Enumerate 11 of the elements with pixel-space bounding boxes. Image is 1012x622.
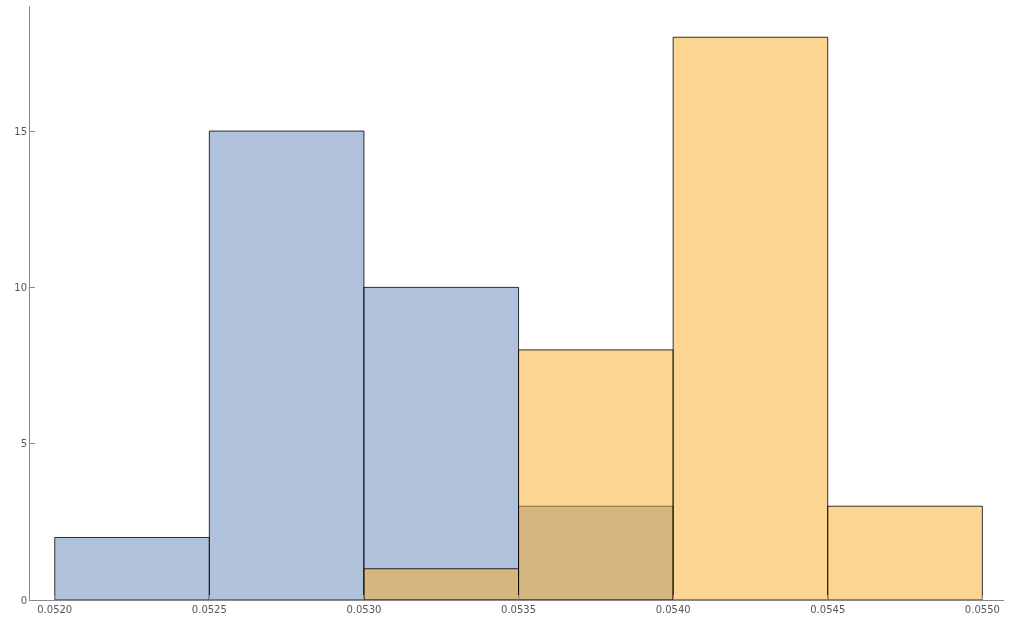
- x-tick-label: 0.0525: [191, 604, 227, 615]
- x-tick-label: 0.0540: [655, 604, 691, 615]
- y-tick-label: 5: [20, 438, 27, 450]
- x-tick-label: 0.0520: [37, 604, 73, 615]
- x-tick-label: 0.0535: [501, 604, 537, 615]
- x-tick-label: 0.0530: [346, 604, 382, 615]
- x-tick-label: 0.0550: [964, 604, 1000, 615]
- x-tick-label: 0.0545: [810, 604, 846, 615]
- y-tick-label: 15: [14, 125, 27, 137]
- y-tick-label: 0: [20, 594, 27, 606]
- y-tick-label: 10: [14, 281, 27, 293]
